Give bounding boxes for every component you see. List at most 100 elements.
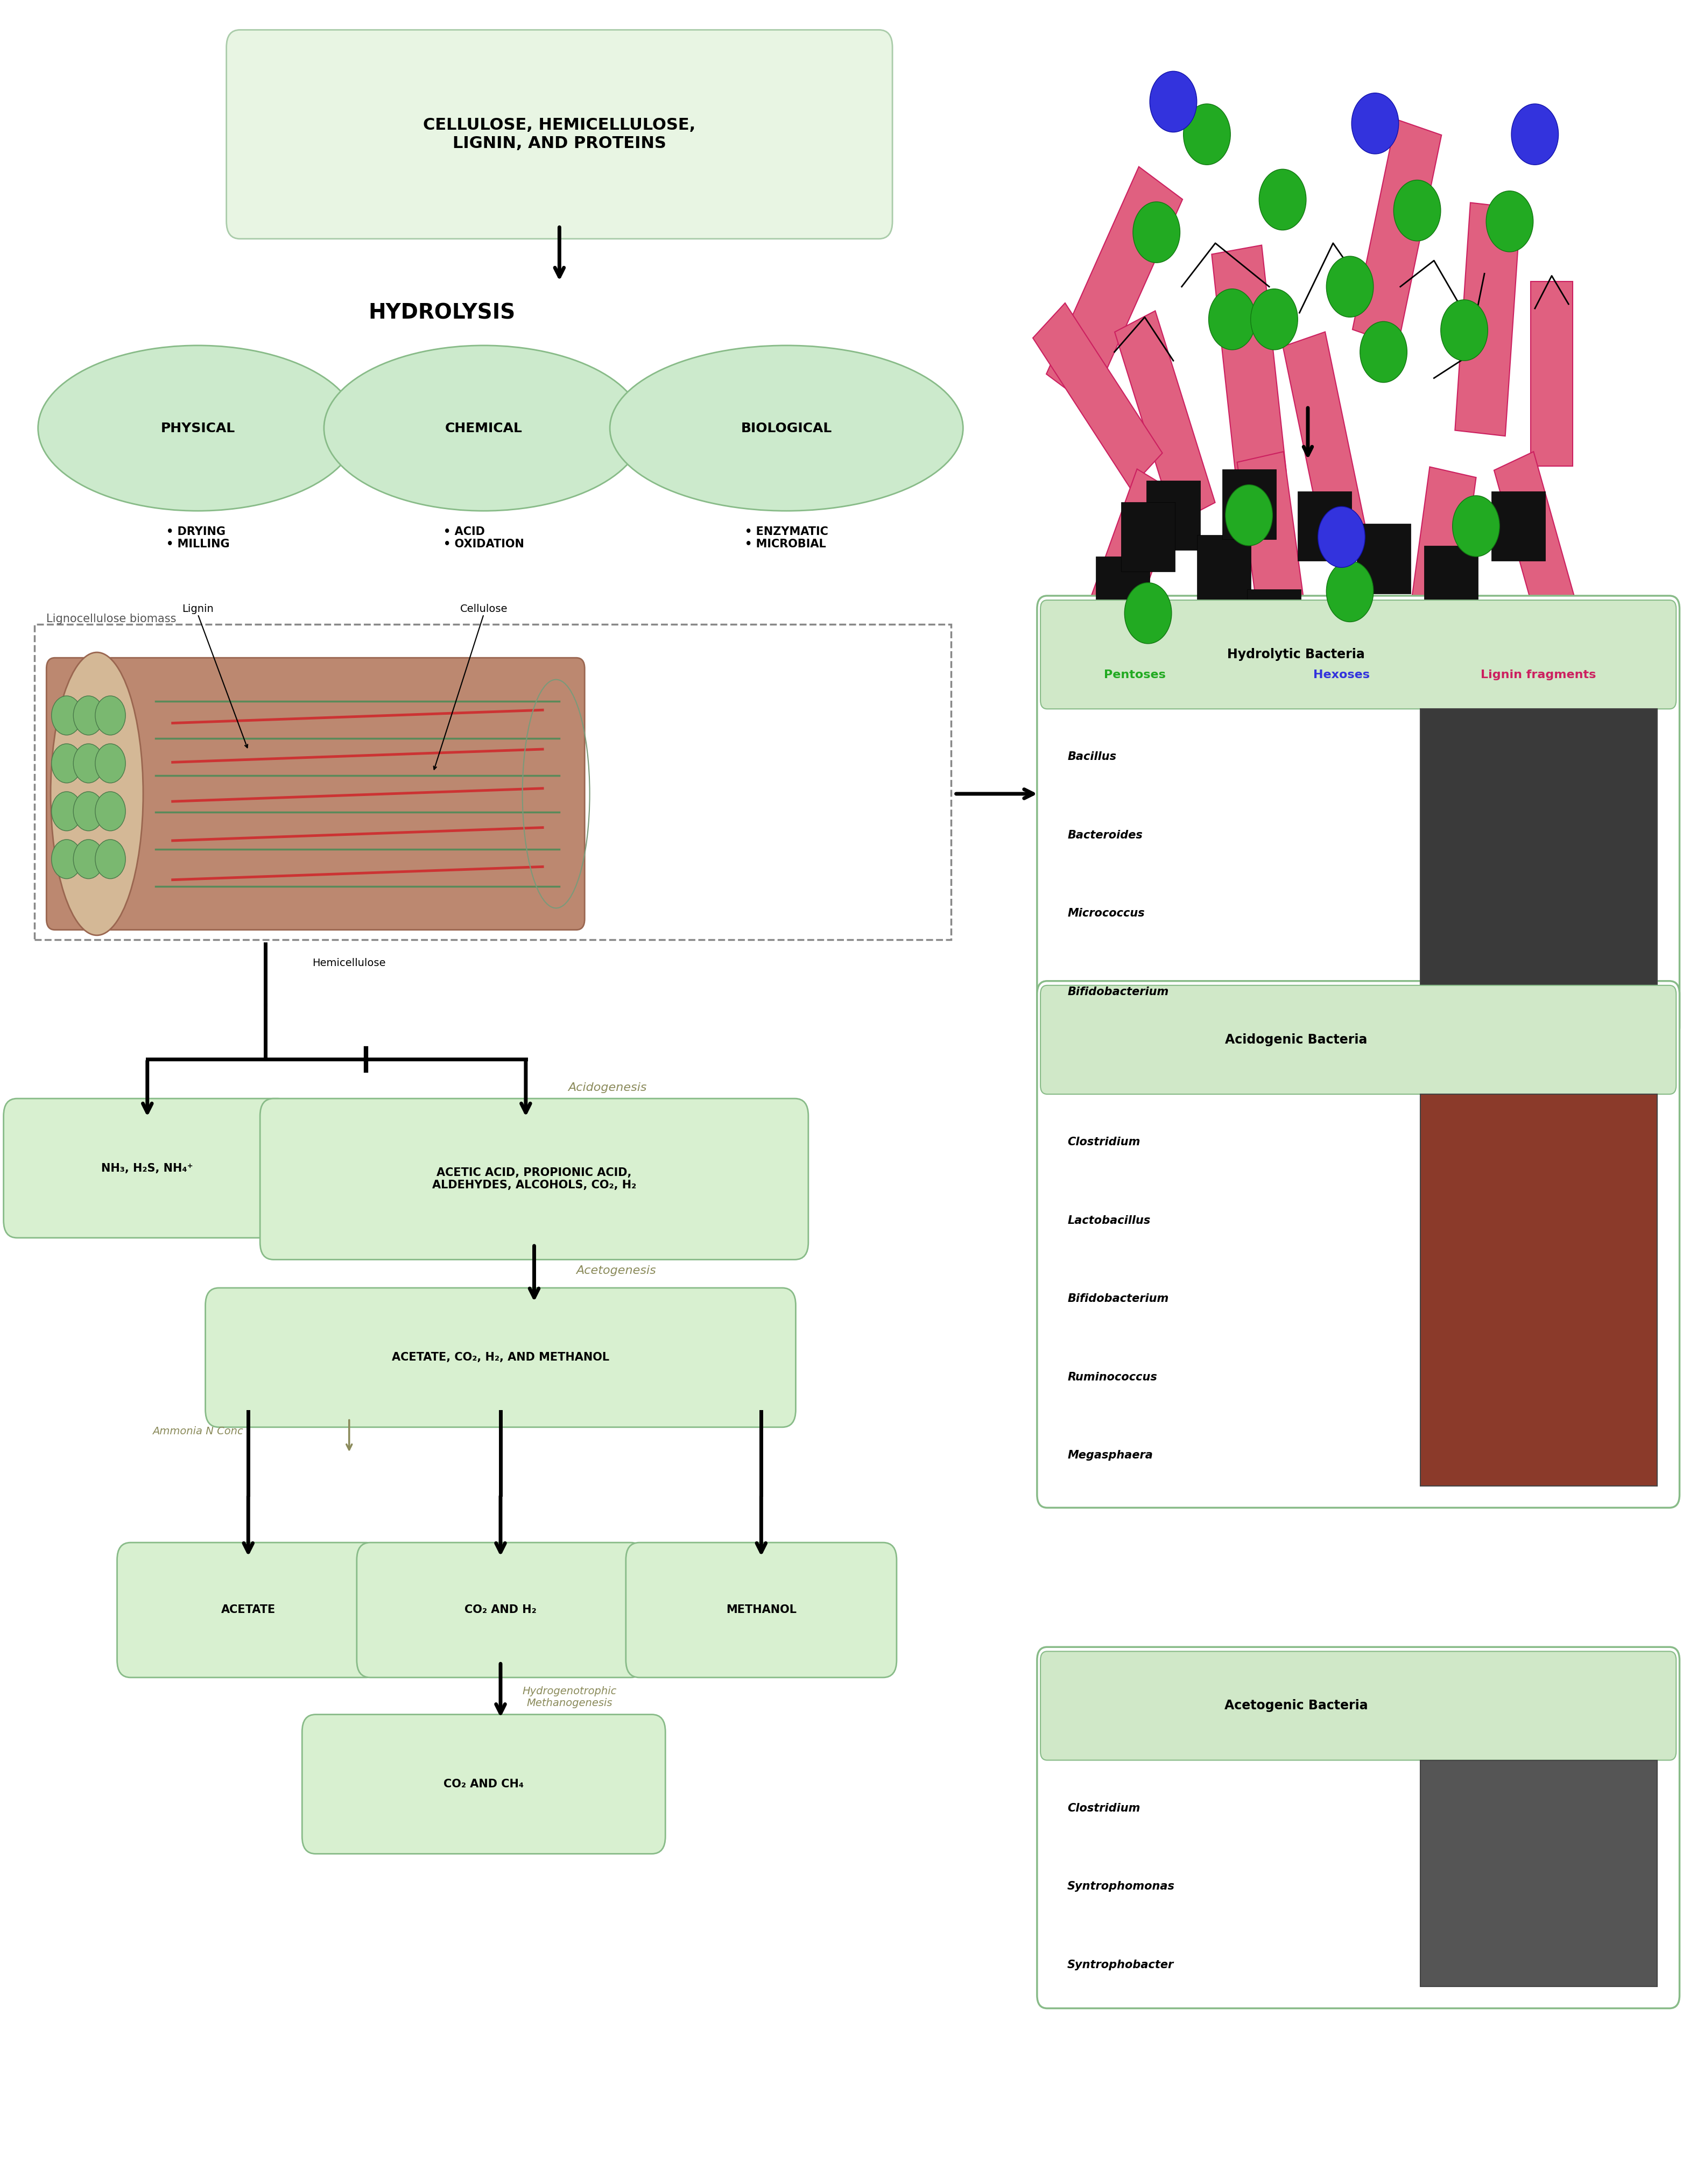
- Text: NH₃, H₂S, NH₄⁺: NH₃, H₂S, NH₄⁺: [101, 1162, 193, 1173]
- Ellipse shape: [324, 345, 644, 511]
- FancyBboxPatch shape: [1425, 546, 1477, 616]
- Text: Bifidobacterium: Bifidobacterium: [1068, 1293, 1169, 1304]
- Circle shape: [51, 745, 81, 782]
- Text: Megasphaera: Megasphaera: [1068, 1450, 1153, 1461]
- Text: Acidogenic Bacteria: Acidogenic Bacteria: [1225, 1033, 1367, 1046]
- FancyBboxPatch shape: [1041, 985, 1676, 1094]
- FancyBboxPatch shape: [1421, 1094, 1656, 1485]
- FancyBboxPatch shape: [357, 1542, 644, 1677]
- Polygon shape: [1403, 467, 1475, 681]
- Text: Syntrophomonas: Syntrophomonas: [1068, 1880, 1175, 1891]
- FancyBboxPatch shape: [1298, 491, 1352, 561]
- FancyBboxPatch shape: [1491, 491, 1545, 561]
- FancyBboxPatch shape: [303, 1714, 666, 1854]
- Circle shape: [1360, 321, 1408, 382]
- Text: Syntrophobacter: Syntrophobacter: [1068, 1959, 1175, 1970]
- Text: Lignin fragments: Lignin fragments: [1480, 670, 1595, 681]
- Text: Lignin: Lignin: [183, 605, 213, 614]
- FancyBboxPatch shape: [1038, 981, 1680, 1507]
- FancyBboxPatch shape: [226, 31, 892, 238]
- FancyBboxPatch shape: [1247, 590, 1301, 660]
- Polygon shape: [1046, 166, 1183, 406]
- Text: Lactobacillus: Lactobacillus: [1068, 1214, 1151, 1225]
- Text: Ammonia N Conc: Ammonia N Conc: [152, 1426, 243, 1437]
- Polygon shape: [1212, 245, 1286, 480]
- Polygon shape: [1352, 120, 1442, 345]
- FancyBboxPatch shape: [1041, 1651, 1676, 1760]
- Text: Bacillus: Bacillus: [1068, 751, 1117, 762]
- Circle shape: [1251, 288, 1298, 349]
- FancyBboxPatch shape: [260, 1099, 808, 1260]
- Circle shape: [51, 839, 81, 878]
- Text: ACETATE: ACETATE: [221, 1605, 275, 1616]
- Circle shape: [51, 791, 81, 830]
- Polygon shape: [1066, 470, 1180, 692]
- Text: ACETIC ACID, PROPIONIC ACID,
ALDEHYDES, ALCOHOLS, CO₂, H₂: ACETIC ACID, PROPIONIC ACID, ALDEHYDES, …: [433, 1168, 635, 1190]
- Circle shape: [1208, 288, 1256, 349]
- Circle shape: [1452, 496, 1499, 557]
- FancyBboxPatch shape: [206, 1289, 796, 1426]
- Circle shape: [1327, 561, 1374, 622]
- Text: Acidogenesis: Acidogenesis: [568, 1083, 647, 1092]
- FancyBboxPatch shape: [1120, 502, 1175, 572]
- Circle shape: [1327, 256, 1374, 317]
- Text: Ruminococcus: Ruminococcus: [1068, 1372, 1158, 1382]
- Text: CO₂ AND H₂: CO₂ AND H₂: [465, 1605, 536, 1616]
- Circle shape: [1486, 190, 1533, 251]
- FancyBboxPatch shape: [1038, 596, 1680, 1040]
- Circle shape: [95, 745, 125, 782]
- FancyBboxPatch shape: [1041, 601, 1676, 710]
- Polygon shape: [1531, 282, 1573, 465]
- Text: Acetogenesis: Acetogenesis: [576, 1265, 656, 1275]
- Ellipse shape: [610, 345, 963, 511]
- Circle shape: [73, 791, 103, 830]
- Text: Clostridium: Clostridium: [1068, 1136, 1141, 1147]
- FancyBboxPatch shape: [1357, 524, 1411, 594]
- Circle shape: [1225, 485, 1273, 546]
- Text: CHEMICAL: CHEMICAL: [444, 422, 522, 435]
- Polygon shape: [1033, 304, 1163, 487]
- FancyBboxPatch shape: [1222, 470, 1276, 539]
- Polygon shape: [1455, 203, 1521, 437]
- Text: METHANOL: METHANOL: [727, 1605, 796, 1616]
- Text: • DRYING
• MILLING: • DRYING • MILLING: [166, 526, 230, 550]
- Text: BIOLOGICAL: BIOLOGICAL: [740, 422, 831, 435]
- Polygon shape: [1237, 452, 1311, 666]
- Polygon shape: [1494, 452, 1582, 644]
- Ellipse shape: [51, 653, 144, 935]
- Text: Acetogenic Bacteria: Acetogenic Bacteria: [1224, 1699, 1367, 1712]
- Circle shape: [1352, 94, 1399, 153]
- Text: Clostridium: Clostridium: [1068, 1802, 1141, 1813]
- Circle shape: [1183, 105, 1230, 164]
- Circle shape: [73, 697, 103, 736]
- Circle shape: [95, 791, 125, 830]
- Circle shape: [95, 839, 125, 878]
- Circle shape: [1132, 201, 1180, 262]
- Circle shape: [1124, 583, 1171, 644]
- Text: Pentoses: Pentoses: [1104, 670, 1166, 681]
- Circle shape: [73, 745, 103, 782]
- Text: Bifidobacterium: Bifidobacterium: [1068, 987, 1169, 998]
- Text: Cellulose: Cellulose: [460, 605, 507, 614]
- FancyBboxPatch shape: [1095, 557, 1149, 627]
- Text: Micrococcus: Micrococcus: [1068, 909, 1144, 919]
- Text: CO₂ AND CH₄: CO₂ AND CH₄: [443, 1778, 524, 1789]
- FancyBboxPatch shape: [1038, 1647, 1680, 2009]
- FancyBboxPatch shape: [1197, 535, 1251, 605]
- Circle shape: [1394, 179, 1440, 240]
- Circle shape: [1149, 72, 1197, 133]
- Ellipse shape: [39, 345, 358, 511]
- Text: Hydrolytic Bacteria: Hydrolytic Bacteria: [1227, 649, 1366, 662]
- Circle shape: [1511, 105, 1558, 164]
- FancyBboxPatch shape: [3, 1099, 291, 1238]
- Text: • ACID
• OXIDATION: • ACID • OXIDATION: [443, 526, 524, 550]
- Circle shape: [1440, 299, 1487, 360]
- Text: HYDROLYSIS: HYDROLYSIS: [368, 304, 515, 323]
- Text: • ENZYMATIC
• MICROBIAL: • ENZYMATIC • MICROBIAL: [745, 526, 828, 550]
- Text: Bacteroides: Bacteroides: [1068, 830, 1142, 841]
- FancyBboxPatch shape: [35, 625, 951, 939]
- Circle shape: [95, 697, 125, 736]
- Text: CELLULOSE, HEMICELLULOSE,
LIGNIN, AND PROTEINS: CELLULOSE, HEMICELLULOSE, LIGNIN, AND PR…: [422, 118, 696, 151]
- Circle shape: [1259, 168, 1306, 229]
- Polygon shape: [1283, 332, 1367, 546]
